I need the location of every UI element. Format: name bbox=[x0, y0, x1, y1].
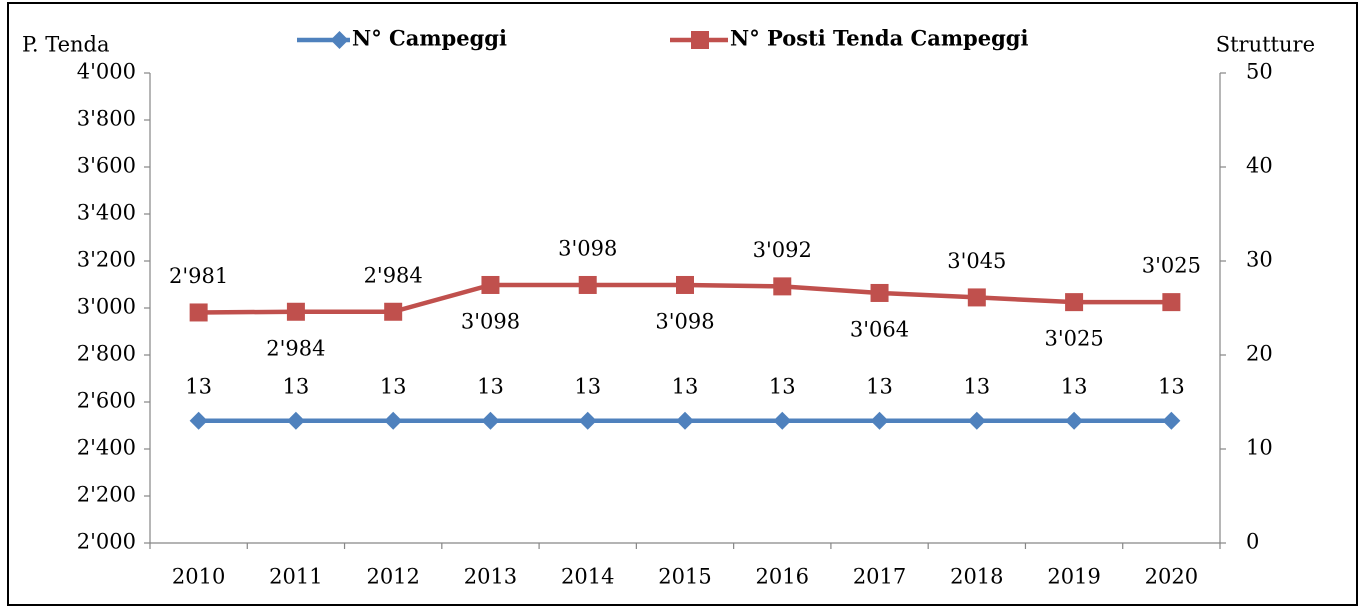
data-label: 13 bbox=[380, 374, 407, 398]
y2-axis-label: Strutture bbox=[1216, 33, 1315, 57]
series-marker bbox=[189, 303, 208, 322]
x-tick-label: 2018 bbox=[950, 565, 1003, 589]
y-tick-label: 2'000 bbox=[77, 530, 136, 554]
x-tick-label: 2012 bbox=[366, 565, 419, 589]
series-marker bbox=[384, 302, 403, 321]
y-tick-label: 2'800 bbox=[77, 342, 136, 366]
series-marker bbox=[481, 275, 500, 294]
data-label: 3'025 bbox=[1044, 327, 1103, 351]
y-tick-label: 3'400 bbox=[77, 201, 136, 225]
x-tick-label: 2020 bbox=[1145, 565, 1198, 589]
data-label: 3'045 bbox=[947, 249, 1006, 273]
data-label: 13 bbox=[185, 374, 212, 398]
x-tick-label: 2011 bbox=[269, 565, 322, 589]
x-tick-label: 2014 bbox=[561, 565, 614, 589]
data-label: 3'092 bbox=[753, 238, 812, 262]
y-tick-label: 2'600 bbox=[77, 389, 136, 413]
series-marker bbox=[967, 288, 986, 307]
data-label: 13 bbox=[769, 374, 796, 398]
series-marker bbox=[676, 275, 694, 294]
x-tick-label: 2013 bbox=[464, 565, 517, 589]
y2-tick-label: 50 bbox=[1246, 60, 1273, 84]
data-label: 13 bbox=[283, 374, 310, 398]
x-tick-label: 2015 bbox=[658, 565, 711, 589]
series-marker bbox=[286, 302, 305, 321]
y2-tick-label: 10 bbox=[1246, 436, 1273, 460]
data-label: 2'981 bbox=[169, 264, 228, 288]
y2-tick-label: 30 bbox=[1246, 248, 1273, 272]
data-label: 2'984 bbox=[364, 263, 423, 287]
data-label: 3'025 bbox=[1142, 254, 1201, 278]
chart-frame bbox=[7, 2, 1358, 606]
series-marker bbox=[1162, 293, 1181, 312]
data-label: 13 bbox=[866, 374, 893, 398]
x-tick-label: 2010 bbox=[172, 565, 225, 589]
series-marker bbox=[1162, 411, 1181, 430]
series-marker bbox=[676, 411, 694, 430]
series-marker bbox=[1065, 293, 1084, 312]
series-marker bbox=[578, 275, 597, 294]
data-label: 2'984 bbox=[266, 336, 325, 360]
y-tick-label: 3'600 bbox=[77, 154, 136, 178]
y2-tick-label: 0 bbox=[1246, 530, 1259, 554]
legend-label: N° Posti Tenda Campeggi bbox=[730, 26, 1028, 51]
legend-marker bbox=[691, 31, 709, 49]
x-tick-label: 2016 bbox=[756, 565, 809, 589]
y-tick-label: 2'400 bbox=[77, 436, 136, 460]
data-label: 13 bbox=[1061, 374, 1088, 398]
series-marker bbox=[384, 411, 403, 430]
legend-label: N° Campeggi bbox=[352, 26, 507, 51]
data-label: 13 bbox=[1158, 374, 1185, 398]
data-label: 13 bbox=[574, 374, 601, 398]
series-marker bbox=[189, 411, 208, 430]
y-tick-label: 3'200 bbox=[77, 248, 136, 272]
data-label: 13 bbox=[477, 374, 504, 398]
data-label: 13 bbox=[963, 374, 990, 398]
series-marker bbox=[967, 411, 986, 430]
series-marker bbox=[1065, 411, 1084, 430]
x-tick-label: 2017 bbox=[853, 565, 906, 589]
y2-tick-label: 20 bbox=[1246, 342, 1273, 366]
series-marker bbox=[481, 411, 500, 430]
x-tick-label: 2019 bbox=[1047, 565, 1100, 589]
series-marker bbox=[773, 411, 792, 430]
y-axis-label: P. Tenda bbox=[22, 33, 110, 57]
y-tick-label: 4'000 bbox=[77, 60, 136, 84]
y-tick-label: 2'200 bbox=[77, 483, 136, 507]
series-marker bbox=[578, 411, 597, 430]
series-marker bbox=[286, 411, 305, 430]
series-marker bbox=[870, 411, 889, 430]
data-label: 3'098 bbox=[558, 236, 617, 260]
data-label: 3'098 bbox=[461, 309, 520, 333]
data-label: 3'064 bbox=[850, 317, 909, 341]
data-label: 13 bbox=[672, 374, 699, 398]
data-label: 3'098 bbox=[655, 309, 714, 333]
series-marker bbox=[870, 283, 889, 302]
legend-marker bbox=[330, 31, 349, 49]
y2-tick-label: 40 bbox=[1246, 154, 1273, 178]
series-marker bbox=[773, 277, 792, 296]
y-tick-label: 3'800 bbox=[77, 107, 136, 131]
y-tick-label: 3'000 bbox=[77, 295, 136, 319]
